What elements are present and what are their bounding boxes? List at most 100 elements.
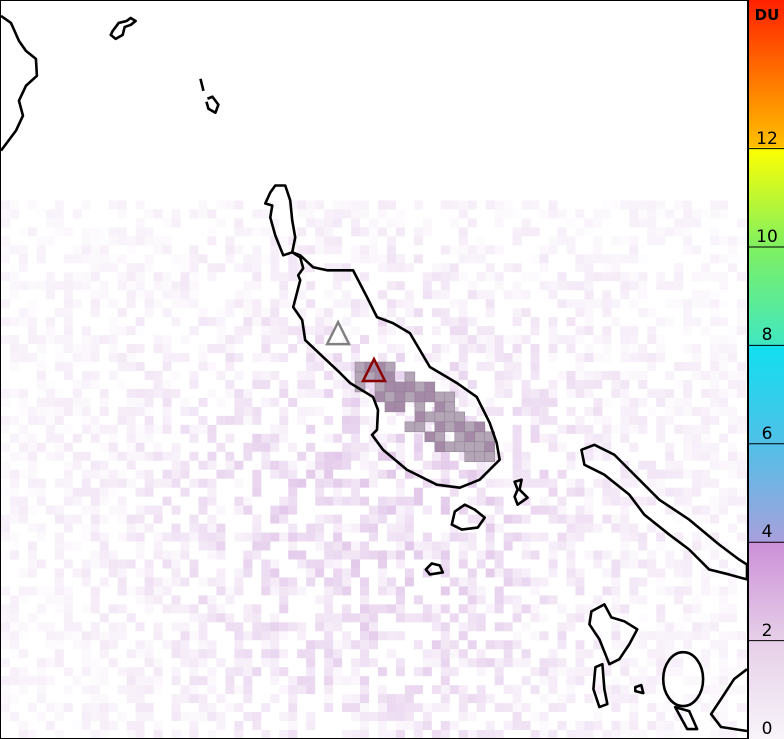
- so2-pixel: [270, 236, 280, 246]
- so2-pixel: [126, 613, 136, 623]
- so2-pixel: [126, 353, 136, 363]
- so2-pixel: [458, 335, 468, 345]
- so2-pixel: [674, 272, 684, 282]
- so2-pixel: [126, 236, 136, 246]
- so2-pixel: [557, 604, 567, 614]
- so2-pixel: [620, 541, 630, 551]
- so2-pixel: [135, 236, 145, 246]
- so2-pixel: [647, 406, 657, 416]
- so2-pixel: [171, 640, 181, 650]
- so2-pixel: [719, 236, 729, 246]
- so2-pixel: [719, 721, 729, 731]
- so2-pixel: [351, 703, 361, 713]
- so2-pixel: [198, 200, 208, 210]
- so2-pixel: [656, 478, 666, 488]
- so2-pixel: [315, 460, 325, 470]
- so2-pixel: [431, 640, 441, 650]
- so2-pixel: [656, 541, 666, 551]
- so2-pixel: [395, 532, 405, 542]
- so2-pixel: [270, 649, 280, 659]
- so2-pixel: [584, 388, 594, 398]
- so2-pixel: [440, 721, 450, 731]
- so2-pixel: [503, 263, 513, 273]
- so2-pixel: [476, 406, 486, 416]
- so2-pixel: [234, 577, 244, 587]
- so2-pixel: [225, 595, 235, 605]
- so2-pixel: [288, 685, 298, 695]
- so2-pixel: [647, 703, 657, 713]
- so2-pixel: [404, 568, 414, 578]
- so2-pixel: [333, 353, 343, 363]
- so2-pixel: [54, 353, 64, 363]
- so2-pixel: [207, 532, 217, 542]
- so2-pixel: [360, 299, 370, 309]
- so2-pixel: [198, 658, 208, 668]
- so2-pixel: [620, 532, 630, 542]
- so2-pixel: [593, 254, 603, 264]
- so2-pixel: [117, 469, 127, 479]
- so2-pixel: [45, 703, 55, 713]
- so2-pixel: [306, 640, 316, 650]
- so2-pixel: [234, 218, 244, 228]
- so2-pixel: [665, 622, 675, 632]
- so2-pixel: [377, 254, 387, 264]
- so2-pixel: [225, 353, 235, 363]
- so2-pixel: [593, 406, 603, 416]
- so2-pixel: [440, 703, 450, 713]
- so2-pixel: [90, 505, 100, 515]
- so2-pixel: [9, 317, 19, 327]
- so2-pixel: [620, 505, 630, 515]
- so2-pixel: [494, 353, 504, 363]
- so2-pixel: [243, 442, 253, 452]
- so2-pixel: [458, 200, 468, 210]
- so2-pixel: [656, 667, 666, 677]
- so2-pixel: [377, 469, 387, 479]
- so2-pixel: [458, 685, 468, 695]
- so2-pixel: [656, 487, 666, 497]
- so2-pixel: [99, 613, 109, 623]
- so2-pixel: [144, 388, 154, 398]
- so2-pixel: [72, 397, 82, 407]
- so2-pixel: [710, 613, 720, 623]
- so2-pixel: [512, 433, 522, 443]
- so2-pixel: [395, 442, 405, 452]
- so2-pixel: [72, 388, 82, 398]
- so2-pixel: [719, 397, 729, 407]
- so2-pixel: [342, 496, 352, 506]
- so2-pixel: [90, 658, 100, 668]
- so2-pixel: [360, 712, 370, 722]
- so2-pixel: [476, 236, 486, 246]
- so2-pixel: [126, 721, 136, 731]
- so2-pixel: [144, 478, 154, 488]
- so2-pixel: [315, 640, 325, 650]
- so2-pixel: [1, 586, 10, 596]
- so2-pixel: [377, 703, 387, 713]
- so2-pixel: [180, 272, 190, 282]
- so2-pixel: [198, 712, 208, 722]
- so2-pixel: [467, 335, 477, 345]
- so2-pixel: [503, 514, 513, 524]
- so2-pixel: [656, 469, 666, 479]
- so2-pixel: [108, 424, 118, 434]
- so2-pixel: [629, 523, 639, 533]
- so2-pixel: [306, 388, 316, 398]
- so2-pixel: [737, 370, 746, 380]
- so2-pixel: [54, 478, 64, 488]
- so2-pixel: [602, 451, 612, 461]
- so2-pixel: [683, 433, 693, 443]
- so2-pixel: [656, 712, 666, 722]
- so2-pixel: [306, 406, 316, 416]
- so2-pixel: [602, 335, 612, 345]
- so2-pixel: [431, 370, 441, 380]
- so2-pixel: [467, 514, 477, 524]
- so2-pixel: [1, 317, 10, 327]
- so2-pixel: [674, 379, 684, 389]
- so2-pixel: [1, 550, 10, 560]
- so2-pixel: [638, 218, 648, 228]
- so2-pixel: [701, 469, 711, 479]
- so2-pixel: [198, 362, 208, 371]
- so2-pixel: [737, 236, 746, 246]
- so2-pixel: [81, 532, 91, 542]
- so2-pixel: [288, 730, 298, 738]
- so2-pixel: [745, 344, 747, 354]
